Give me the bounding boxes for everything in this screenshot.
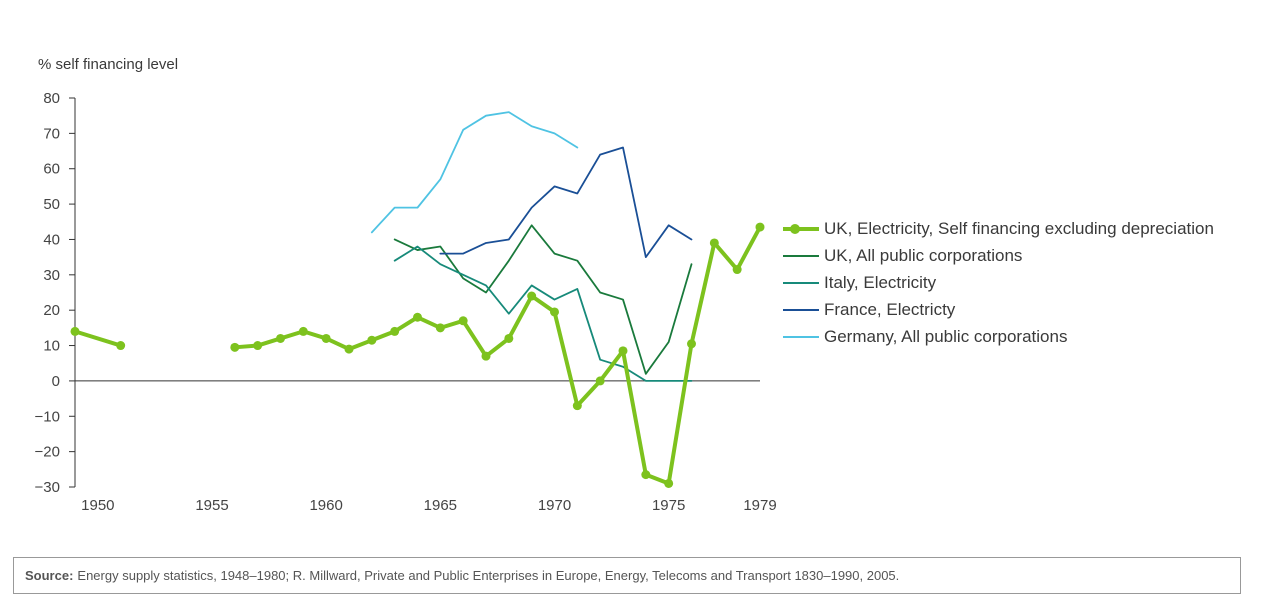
data-point[interactable]: [458, 316, 468, 326]
y-tick-label: 50: [43, 196, 60, 213]
y-tick-label: −30: [35, 479, 60, 496]
y-axis-label: % self financing level: [38, 56, 178, 73]
series-4: [370, 111, 579, 234]
x-tick-label: 1955: [195, 497, 228, 514]
data-point[interactable]: [687, 339, 696, 349]
series-line: [370, 111, 579, 234]
data-point[interactable]: [367, 335, 377, 345]
x-tick-label: 1975: [652, 497, 685, 514]
source-label: Source:: [25, 568, 74, 583]
data-point[interactable]: [481, 351, 491, 361]
legend-swatch: [783, 249, 819, 263]
legend-label: France, Electricty: [824, 299, 956, 319]
y-tick-label: 30: [43, 267, 60, 284]
series-line: [232, 225, 762, 486]
data-point[interactable]: [253, 341, 263, 351]
legend-label: Germany, All public corporations: [824, 326, 1068, 346]
legend-item-uk-electricity[interactable]: UK, Electricity, Self financing excludin…: [783, 215, 1214, 242]
legend-item-uk-public-corporations[interactable]: UK, All public corporations: [783, 242, 1214, 269]
y-tick-label: 60: [43, 161, 60, 178]
legend-swatch: [783, 276, 819, 290]
y-tick-label: 80: [43, 90, 60, 107]
legend: UK, Electricity, Self financing excludin…: [783, 215, 1214, 350]
data-point[interactable]: [413, 312, 422, 322]
legend-item-france-electricity[interactable]: France, Electricty: [783, 296, 1214, 323]
series-line: [73, 329, 123, 348]
data-point[interactable]: [70, 326, 80, 336]
data-point[interactable]: [664, 478, 674, 488]
x-ticks: 1950 1955 1960 1965 1970 1975 1979: [81, 497, 777, 514]
data-point[interactable]: [435, 323, 445, 333]
series-3: [439, 146, 693, 259]
y-tick-label: 0: [52, 373, 60, 390]
data-point[interactable]: [276, 333, 285, 343]
legend-label: UK, All public corporations: [824, 245, 1023, 265]
x-tick-label: 1965: [424, 497, 457, 514]
y-ticks: 80 70 60 50 40 30 20 10 0 −10 −20 −30: [35, 90, 75, 496]
series-line: [439, 146, 693, 259]
series-line: [393, 245, 693, 382]
data-point[interactable]: [709, 238, 719, 248]
series-0: [70, 222, 765, 488]
x-tick-label: 1960: [309, 497, 342, 514]
legend-swatch: [783, 222, 819, 236]
y-tick-label: −10: [35, 408, 60, 425]
data-point[interactable]: [755, 222, 765, 232]
data-point[interactable]: [344, 344, 354, 354]
series-1: [393, 224, 693, 375]
data-point[interactable]: [230, 342, 240, 352]
legend-label: Italy, Electricity: [824, 272, 937, 292]
x-tick-label: 1970: [538, 497, 571, 514]
legend-item-germany-public-corporations[interactable]: Germany, All public corporations: [783, 323, 1214, 350]
y-tick-label: 20: [43, 302, 60, 319]
data-point[interactable]: [732, 265, 742, 275]
data-point[interactable]: [595, 376, 605, 386]
x-tick-label: 1979: [743, 497, 776, 514]
y-tick-label: 10: [43, 338, 60, 355]
data-point[interactable]: [116, 341, 126, 351]
data-point[interactable]: [321, 333, 331, 343]
data-point[interactable]: [572, 401, 582, 411]
data-point[interactable]: [390, 326, 400, 336]
series-group: [70, 111, 765, 488]
legend-swatch: [783, 303, 819, 317]
data-point[interactable]: [618, 346, 628, 356]
source-note: Source: Energy supply statistics, 1948–1…: [13, 557, 1241, 594]
y-tick-label: 70: [43, 125, 60, 142]
source-text: Energy supply statistics, 1948–1980; R. …: [77, 568, 900, 583]
data-point[interactable]: [298, 326, 308, 336]
series-2: [393, 245, 693, 382]
legend-swatch: [783, 330, 819, 344]
x-tick-label: 1950: [81, 497, 114, 514]
data-point[interactable]: [550, 307, 559, 317]
y-tick-label: 40: [43, 231, 60, 248]
y-tick-label: −20: [35, 444, 60, 461]
data-point[interactable]: [527, 291, 537, 301]
legend-label: UK, Electricity, Self financing excludin…: [824, 218, 1214, 238]
data-point[interactable]: [641, 470, 651, 480]
legend-item-italy-electricity[interactable]: Italy, Electricity: [783, 269, 1214, 296]
data-point[interactable]: [504, 333, 514, 343]
series-line: [393, 224, 693, 375]
